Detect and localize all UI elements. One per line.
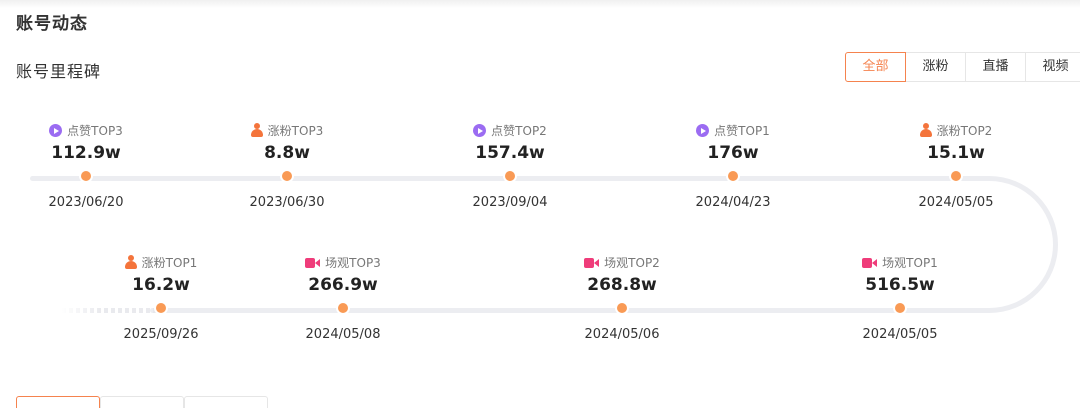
milestone-item: 涨粉TOP2 15.1w 2024/05/05 — [876, 123, 1036, 210]
milestone-item: 涨粉TOP3 8.8w 2023/06/30 — [207, 123, 367, 210]
like-icon — [473, 124, 487, 137]
milestone-value: 157.4w — [475, 143, 545, 163]
milestone-date: 2024/05/06 — [584, 327, 660, 342]
milestone-label: 点赞TOP2 — [491, 124, 547, 138]
top-shadow — [0, 0, 1080, 8]
milestone-value: 516.5w — [865, 275, 935, 295]
milestone-item: 场观TOP2 268.8w 2024/05/06 — [542, 255, 702, 342]
milestone-date: 2024/05/05 — [862, 327, 938, 342]
milestone-date: 2023/06/30 — [249, 195, 325, 210]
milestone-value: 112.9w — [51, 143, 121, 163]
milestone-value: 15.1w — [927, 143, 985, 163]
milestones-title: 账号里程碑 — [16, 62, 102, 81]
milestone-label: 场观TOP3 — [325, 256, 381, 270]
milestone-item: 场观TOP1 516.5w 2024/05/05 — [820, 255, 980, 342]
milestone-label: 场观TOP2 — [604, 256, 660, 270]
milestone-item: 涨粉TOP1 16.2w 2025/09/26 — [81, 255, 241, 342]
filter-tab-live[interactable]: 直播 — [965, 52, 1026, 82]
filter-tab-video[interactable]: 视频 — [1025, 52, 1080, 82]
video-icon — [862, 257, 878, 269]
milestone-date: 2023/09/04 — [472, 195, 548, 210]
milestone-item: 场观TOP3 266.9w 2024/05/08 — [263, 255, 423, 342]
section-title: 账号动态 — [16, 14, 88, 34]
timeline-curve — [930, 176, 1058, 313]
milestone-filter-tabs: 全部 涨粉 直播 视频 — [845, 52, 1080, 82]
milestone-dot — [338, 303, 348, 313]
milestone-date: 2023/06/20 — [48, 195, 124, 210]
milestone-dot — [156, 303, 166, 313]
fans-icon — [124, 255, 137, 269]
milestone-item: 点赞TOP1 176w 2024/04/23 — [653, 123, 813, 210]
video-icon — [305, 257, 321, 269]
timeline-track-fade — [62, 308, 158, 313]
milestone-dot — [951, 171, 961, 181]
filter-tab-fans[interactable]: 涨粉 — [905, 52, 966, 82]
bottom-tab[interactable] — [16, 396, 100, 408]
milestone-label: 涨粉TOP2 — [936, 124, 993, 138]
milestone-date: 2024/04/23 — [695, 195, 771, 210]
milestone-value: 16.2w — [132, 275, 190, 295]
milestone-value: 268.8w — [587, 275, 657, 295]
milestone-value: 8.8w — [264, 143, 310, 163]
milestone-date: 2025/09/26 — [123, 327, 199, 342]
milestone-date: 2024/05/05 — [918, 195, 994, 210]
milestone-dot — [81, 171, 91, 181]
milestone-item: 点赞TOP3 112.9w 2023/06/20 — [6, 123, 166, 210]
milestone-dot — [895, 303, 905, 313]
milestone-dot — [505, 171, 515, 181]
timeline-track-top — [30, 176, 970, 181]
bottom-tab[interactable] — [100, 396, 184, 408]
fans-icon — [919, 123, 932, 137]
milestone-label: 场观TOP1 — [882, 256, 938, 270]
milestone-dot — [617, 303, 627, 313]
milestone-dot — [728, 171, 738, 181]
milestone-label: 点赞TOP3 — [67, 124, 123, 138]
milestone-label: 涨粉TOP1 — [141, 256, 198, 270]
milestone-value: 266.9w — [308, 275, 378, 295]
milestone-value: 176w — [707, 143, 759, 163]
timeline-track-bottom — [150, 308, 970, 313]
milestone-date: 2024/05/08 — [305, 327, 381, 342]
milestone-item: 点赞TOP2 157.4w 2023/09/04 — [430, 123, 590, 210]
milestone-dot — [282, 171, 292, 181]
video-icon — [584, 257, 600, 269]
bottom-tab[interactable] — [184, 396, 268, 408]
like-icon — [696, 124, 710, 137]
milestone-label: 涨粉TOP3 — [267, 124, 324, 138]
fans-icon — [250, 123, 263, 137]
bottom-tabs — [16, 396, 268, 408]
filter-tab-all[interactable]: 全部 — [845, 52, 906, 82]
like-icon — [49, 124, 63, 137]
milestone-label: 点赞TOP1 — [714, 124, 770, 138]
